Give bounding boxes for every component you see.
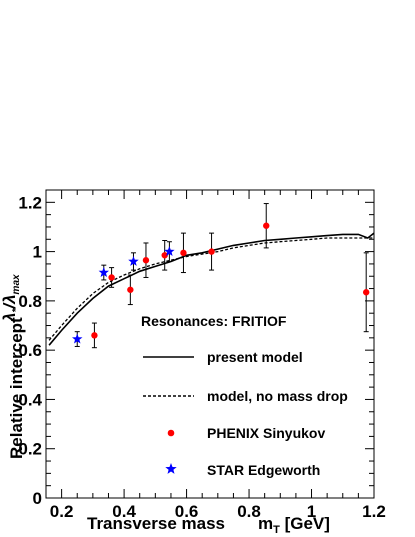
legend-marker-phenix	[167, 429, 175, 437]
legend-heading: Resonances: FRITIOF	[141, 313, 287, 329]
curve-present-model	[48, 232, 375, 346]
plot-frame	[45, 189, 375, 499]
star-edgeworth-point	[164, 241, 175, 262]
phenix-sinyukov-point	[108, 267, 115, 288]
phenix-sinyukov-point	[142, 242, 150, 278]
circle-marker	[362, 289, 370, 296]
data-points	[72, 203, 370, 349]
x-axis-unit: mT [GeV]	[258, 514, 330, 536]
star-marker	[164, 246, 175, 256]
phenix-sinyukov-point	[362, 252, 370, 333]
legend-label-present-model: present model	[207, 349, 303, 365]
x-tick-label: 1	[307, 502, 316, 521]
x-tick-label: 0.4	[112, 502, 136, 521]
y-tick-label: 0.4	[18, 390, 42, 409]
phenix-sinyukov-point	[127, 274, 134, 306]
x-tick-label: 0.2	[50, 502, 74, 521]
circle-marker	[208, 248, 215, 255]
y-tick-label: 0	[33, 489, 42, 508]
phenix-sinyukov-point	[91, 322, 98, 349]
x-tick-label: 0.6	[175, 502, 199, 521]
y-tick-label: 1	[33, 243, 42, 262]
y-axis-ratio-label: λ*/λmax	[0, 274, 22, 323]
star-marker	[72, 333, 83, 344]
y-axis-title: Relative intercept λ*/λmax	[0, 274, 26, 459]
star-edgeworth-point	[72, 331, 83, 347]
axes-frame: 0.2 0.4 0.6 0.8 1 1.2 0 0.2 0.4 0.6 0.8 1 1.2	[18, 189, 386, 521]
legend-label-model-no-mass-drop: model, no mass drop	[207, 388, 348, 404]
y-tick-label: 1.2	[18, 193, 42, 212]
y-tick-label: 0.8	[18, 292, 42, 311]
circle-marker	[91, 332, 98, 339]
star-marker	[98, 267, 109, 277]
star-marker	[128, 256, 139, 266]
legend-label-star: STAR Edgeworth	[207, 462, 320, 478]
phenix-sinyukov-point	[208, 232, 215, 271]
legend-label-phenix: PHENIX Sinyukov	[207, 425, 325, 441]
star-edgeworth-point	[128, 252, 139, 271]
y-tick-label: 0.6	[18, 341, 42, 360]
x-tick-label: 0.8	[237, 502, 261, 521]
x-axis-label: Transverse mass	[87, 514, 225, 533]
phenix-sinyukov-point	[263, 203, 270, 249]
star-edgeworth-point	[98, 264, 109, 281]
y-axis-label: Relative intercept	[7, 317, 26, 459]
y-tick-label: 0.2	[18, 440, 42, 459]
circle-marker	[127, 286, 134, 293]
circle-marker	[161, 252, 168, 259]
x-axis-title: Transverse mass mT [GeV]	[87, 514, 330, 536]
circle-marker	[263, 222, 270, 229]
circle-marker	[108, 274, 115, 281]
circle-marker	[180, 249, 187, 257]
phenix-sinyukov-point	[180, 232, 187, 274]
legend: Resonances: FRITIOF present model model,…	[141, 313, 348, 478]
model-curves	[48, 232, 375, 346]
phenix-sinyukov-point	[161, 240, 168, 271]
circle-marker	[142, 257, 150, 264]
legend-marker-star	[165, 463, 177, 474]
x-tick-label: 1.2	[362, 502, 386, 521]
